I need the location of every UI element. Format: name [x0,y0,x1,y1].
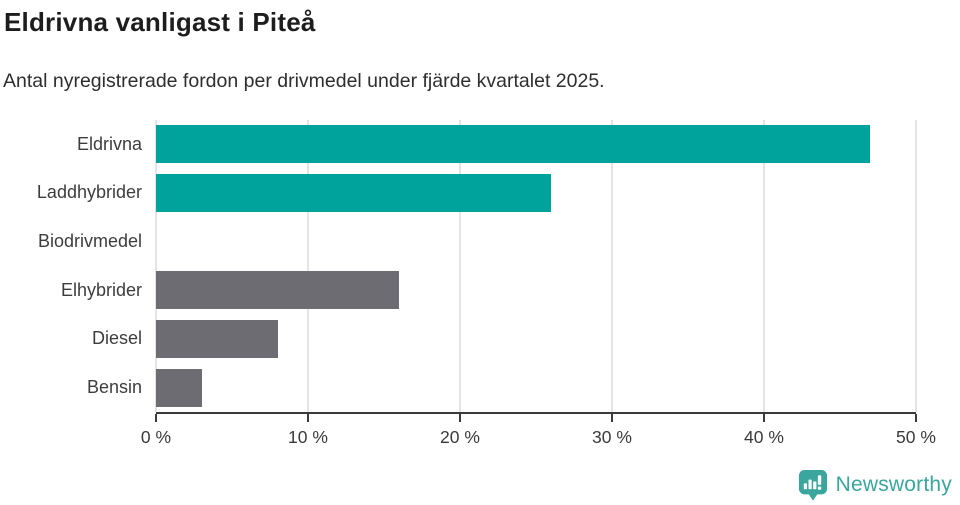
bar-row [156,315,916,364]
x-axis-tick-label: 50 % [896,427,936,447]
x-axis-tick [915,414,917,422]
horizontal-bar-chart: Eldrivna Laddhybrider Biodrivmedel Elhybrid… [0,120,960,454]
bar-row [156,363,916,412]
gridline [155,120,157,412]
bars-region [155,120,917,412]
plot-area: 0 % 10 % 20 % 30 % 40 % 50 % [141,120,936,454]
x-axis-tick [307,414,309,422]
y-axis-label: Laddhybrider [36,182,142,203]
x-axis-tick-label: 30 % [592,427,632,447]
x-axis-tick-label: 0 % [140,427,172,447]
bar-row [156,217,916,266]
y-axis-label: Eldrivna [76,133,142,154]
gridline [915,120,917,412]
x-axis-tick-label: 40 % [744,427,784,447]
bar-bensin [156,368,202,407]
x-axis-tick [611,414,613,422]
bar-row [156,120,916,169]
x-axis-tick-label: 10 % [288,427,328,447]
y-axis-labels: Eldrivna Laddhybrider Biodrivmedel Elhybrid… [0,120,156,454]
gridline [307,120,309,412]
bar-row [156,169,916,218]
y-axis-label: Elhybrider [60,279,142,300]
chart-title: Eldrivna vanligast i Piteå [4,7,316,37]
newsworthy-logo-text: Newsworthy [835,473,952,496]
bar-diesel [156,319,278,358]
y-axis-label: Bensin [86,377,142,398]
bar-eldrivna [156,125,871,164]
gridline [763,120,765,412]
y-axis-label: Biodrivmedel [37,231,142,252]
bar-row [156,266,916,315]
x-axis-tick [763,414,765,422]
gridline [611,120,613,412]
newsworthy-logo: Newsworthy [798,469,952,501]
bar-laddhybrider [156,173,552,212]
chart-subtitle: Antal nyregistrerade fordon per drivmede… [3,70,605,92]
x-axis-tick-label: 20 % [440,427,480,447]
x-axis-tick [155,414,157,422]
bar-chart-speech-bubble-icon [798,470,827,501]
x-axis: 0 % 10 % 20 % 30 % 40 % 50 % [141,412,936,454]
gridline [459,120,461,412]
y-axis-label: Diesel [91,328,142,349]
bar-elhybrider [156,271,400,310]
x-axis-tick [459,414,461,422]
